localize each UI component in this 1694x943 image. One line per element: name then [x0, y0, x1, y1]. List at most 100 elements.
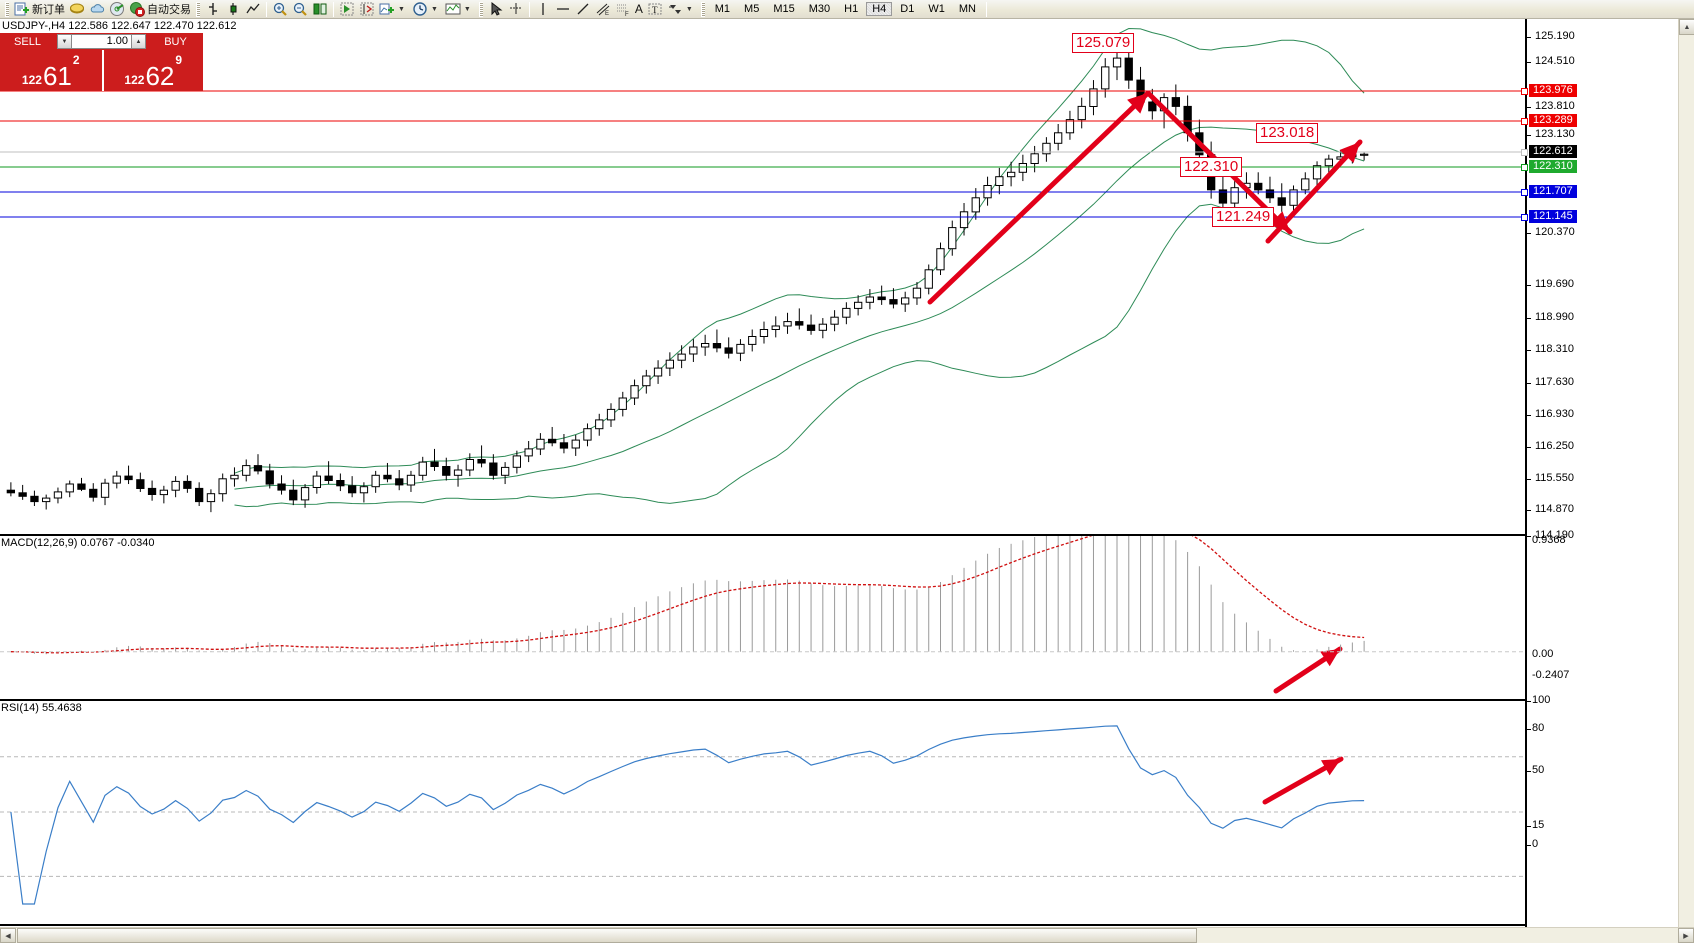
volume-input[interactable]: 1.00: [72, 34, 131, 49]
line-chart-button[interactable]: [243, 1, 263, 18]
scroll-thumb[interactable]: [17, 928, 1197, 943]
price-level-handle[interactable]: [1521, 214, 1528, 221]
crosshair-tool-button[interactable]: [506, 1, 526, 18]
price-tick-label: 114.190: [1535, 529, 1574, 541]
scroll-left-arrow-icon[interactable]: ◀: [0, 928, 16, 943]
timeframe-d1[interactable]: D1: [900, 3, 915, 15]
text-tool-label: A: [634, 2, 643, 16]
price-scale[interactable]: 125.190 124.510 123.810 123.130 120.370 119.6…: [1521, 19, 1694, 943]
text-tool-button[interactable]: A: [633, 1, 645, 18]
price-tick-mark: [1527, 135, 1531, 136]
price-level-handle[interactable]: [1521, 149, 1528, 156]
timeframe-h4[interactable]: H4: [866, 2, 893, 16]
price-pane[interactable]: [0, 19, 1525, 544]
annotation-resistance[interactable]: 123.018: [1256, 123, 1319, 143]
toolbar-grip[interactable]: [5, 1, 9, 17]
zoom-in-button[interactable]: [270, 1, 290, 18]
bar-chart-button[interactable]: [203, 1, 223, 18]
price-level-tag[interactable]: 123.289: [1529, 114, 1577, 127]
annotation-high[interactable]: 125.079: [1072, 33, 1135, 53]
rsi-pane-top-border: [0, 699, 1525, 701]
volume-decrement-icon[interactable]: ▼: [57, 34, 72, 49]
vertical-scrollbar[interactable]: ▲ ▼: [1678, 19, 1694, 943]
price-tick-label: 116.250: [1535, 440, 1574, 452]
price-tick-mark: [1527, 383, 1531, 384]
text-label-tool-button[interactable]: T: [645, 1, 665, 18]
horizontal-line-tool-button[interactable]: [553, 1, 573, 18]
market-watch-button[interactable]: [87, 1, 107, 18]
price-tick-mark: [1527, 415, 1531, 416]
price-tick-label: 123.810: [1535, 100, 1575, 112]
price-level-handle[interactable]: [1521, 88, 1528, 95]
price-level-tag[interactable]: 122.612: [1529, 145, 1577, 158]
timeframe-m1[interactable]: M1: [714, 3, 731, 15]
sell-button[interactable]: SELL: [0, 33, 55, 50]
sell-price-fraction: 2: [72, 53, 80, 67]
scroll-right-arrow-icon[interactable]: ▶: [1678, 928, 1694, 943]
metaeditor-button[interactable]: [67, 1, 87, 18]
trendline-icon: [575, 1, 591, 17]
arrows-caret-icon[interactable]: ▼: [685, 5, 693, 13]
add-indicator-button[interactable]: ▼: [377, 1, 410, 18]
bar-chart-icon: [205, 1, 221, 17]
horizontal-scrollbar[interactable]: ◀ ▶: [0, 927, 1694, 943]
macd-pane[interactable]: [0, 536, 1525, 699]
price-level-tag[interactable]: 121.145: [1529, 210, 1577, 223]
timeframe-m15[interactable]: M15: [773, 3, 795, 15]
cursor-tool-button[interactable]: [486, 1, 506, 18]
new-order-button[interactable]: 新订单: [12, 1, 67, 18]
period-selector-button[interactable]: ▼: [410, 1, 443, 18]
buy-button[interactable]: BUY: [148, 33, 203, 50]
price-level-handle[interactable]: [1521, 189, 1528, 196]
equidistant-channel-button[interactable]: E: [593, 1, 613, 18]
price-level-tag[interactable]: 123.976: [1529, 84, 1577, 97]
arrows-tool-button[interactable]: ▼: [665, 1, 698, 18]
price-level-handle[interactable]: [1521, 164, 1528, 171]
price-level-tag[interactable]: 122.310: [1529, 160, 1577, 173]
chart-area[interactable]: 125.079 122.310 123.018 121.249 MACD(12,…: [0, 19, 1694, 943]
svg-text:E: E: [605, 11, 609, 17]
timeframe-w1[interactable]: W1: [928, 3, 945, 15]
timeframe-h1[interactable]: H1: [844, 3, 859, 15]
timeframe-m5[interactable]: M5: [744, 3, 760, 15]
price-tick-mark: [1527, 318, 1531, 319]
annotation-low[interactable]: 121.249: [1212, 207, 1275, 227]
sell-price-display[interactable]: 122 61 2: [0, 50, 102, 91]
price-level-handle[interactable]: [1521, 118, 1528, 125]
price-tick-mark: [1527, 37, 1531, 38]
scroll-up-arrow-icon[interactable]: ▲: [1679, 19, 1694, 35]
volume-increment-icon[interactable]: ▲: [131, 34, 146, 49]
one-click-trading-panel[interactable]: USDJPY-,H4 122.586 122.647 122.470 122.6…: [0, 19, 236, 91]
add-indicator-caret-icon[interactable]: ▼: [398, 5, 405, 13]
templates-button[interactable]: ▼: [443, 1, 476, 18]
toolbar-grip-2[interactable]: [196, 1, 200, 17]
crosshair-icon: [508, 1, 524, 17]
fibonacci-tool-button[interactable]: F: [613, 1, 633, 18]
price-level-tag[interactable]: 121.707: [1529, 185, 1577, 198]
period-caret-icon[interactable]: ▼: [430, 5, 438, 13]
volume-stepper[interactable]: ▼ 1.00 ▲: [55, 33, 148, 50]
timeframe-mn[interactable]: MN: [958, 3, 976, 15]
buy-price-display[interactable]: 122 62 9: [101, 50, 204, 91]
price-tick-label: 119.690: [1535, 278, 1574, 290]
macd-tick-label: 0.9368: [1532, 534, 1566, 546]
vertical-line-tool-button[interactable]: [533, 1, 553, 18]
zoom-out-button[interactable]: [290, 1, 310, 18]
auto-scroll-icon: [359, 1, 375, 17]
rsi-pane[interactable]: [0, 701, 1525, 923]
timeframe-m30[interactable]: M30: [808, 3, 831, 15]
macd-label: MACD(12,26,9) 0.0767 -0.0340: [1, 537, 155, 549]
tile-windows-button[interactable]: [310, 1, 330, 18]
vertical-line-icon: [535, 1, 551, 17]
trendline-tool-button[interactable]: [573, 1, 593, 18]
toolbar-grip-4[interactable]: [700, 1, 705, 17]
candlestick-chart-button[interactable]: [223, 1, 243, 18]
shift-chart-button[interactable]: [337, 1, 357, 18]
price-tick-mark: [1527, 447, 1531, 448]
signals-button[interactable]: [107, 1, 127, 18]
auto-scroll-button[interactable]: [357, 1, 377, 18]
annotation-support[interactable]: 122.310: [1180, 157, 1243, 177]
auto-trading-button[interactable]: 自动交易: [127, 1, 193, 18]
templates-caret-icon[interactable]: ▼: [463, 5, 471, 13]
toolbar-grip-3[interactable]: [478, 1, 483, 17]
